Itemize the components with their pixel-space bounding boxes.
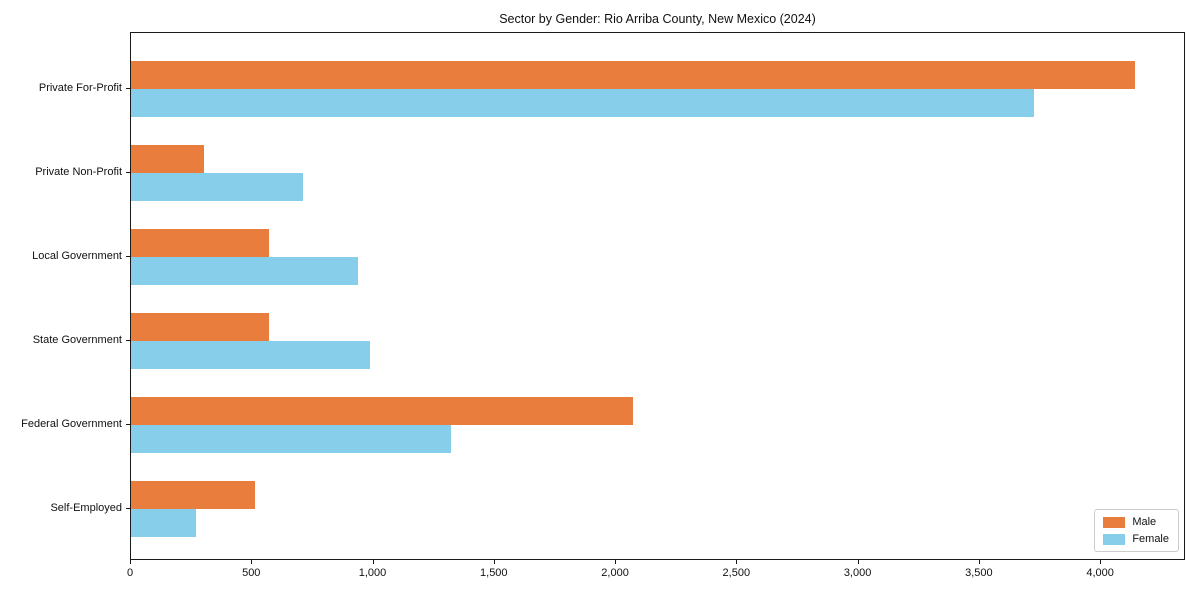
y-tick-mark — [126, 88, 130, 89]
y-tick-mark — [126, 508, 130, 509]
x-tick-label: 2,500 — [722, 567, 751, 579]
legend-swatch-female — [1103, 533, 1126, 545]
y-tick-label-private-for-profit: Private For-Profit — [38, 82, 122, 94]
y-tick-mark — [126, 256, 130, 257]
x-tick-label: 500 — [242, 567, 261, 579]
y-tick-label-state-government: State Government — [32, 334, 122, 346]
bar-female-self-employed — [131, 509, 196, 537]
bar-male-private-for-profit — [131, 61, 1135, 89]
chart-title: Sector by Gender: Rio Arriba County, New… — [499, 12, 816, 26]
legend-label-female: Female — [1132, 533, 1169, 545]
x-tick-label: 3,500 — [965, 567, 993, 579]
legend-swatch-male — [1103, 516, 1126, 528]
y-tick-mark — [126, 340, 130, 341]
x-tick-label: 0 — [126, 567, 134, 579]
x-tick-mark — [857, 560, 859, 564]
bar-male-self-employed — [131, 481, 255, 509]
legend: Male Female — [1094, 509, 1179, 552]
x-tick-mark — [251, 560, 253, 564]
bar-female-state-government — [131, 341, 370, 369]
plot-area: Male Female — [130, 32, 1185, 560]
y-tick-label-federal-government: Federal Government — [21, 418, 122, 430]
x-tick-label: 1,500 — [480, 567, 508, 579]
y-tick-label-self-employed: Self-Employed — [50, 502, 122, 514]
x-tick-mark — [615, 560, 617, 564]
x-tick-label: 2,000 — [601, 567, 629, 579]
bar-female-local-government — [131, 257, 358, 285]
y-tick-label-local-government: Local Government — [32, 250, 122, 262]
legend-label-male: Male — [1132, 516, 1157, 528]
x-tick-label: 3,000 — [843, 567, 872, 579]
bar-male-local-government — [131, 229, 269, 257]
x-tick-mark — [978, 560, 980, 564]
x-tick-mark — [736, 560, 738, 564]
bar-female-private-non-profit — [131, 173, 303, 201]
x-tick-mark — [493, 560, 495, 564]
bar-male-private-non-profit — [131, 145, 204, 173]
y-tick-label-private-non-profit: Private Non-Profit — [35, 166, 122, 178]
legend-item-male: Male — [1103, 516, 1169, 528]
x-tick-label: 4,000 — [1086, 567, 1114, 579]
bar-female-federal-government — [131, 425, 451, 453]
y-tick-mark — [126, 172, 130, 173]
x-tick-label: 1,000 — [358, 567, 387, 579]
x-tick-mark — [372, 560, 374, 564]
y-tick-mark — [126, 424, 130, 425]
x-tick-mark — [130, 560, 131, 564]
legend-item-female: Female — [1103, 533, 1169, 545]
x-tick-mark — [1100, 560, 1102, 564]
bar-male-federal-government — [131, 397, 633, 425]
bar-female-private-for-profit — [131, 89, 1034, 117]
bar-male-state-government — [131, 313, 269, 341]
